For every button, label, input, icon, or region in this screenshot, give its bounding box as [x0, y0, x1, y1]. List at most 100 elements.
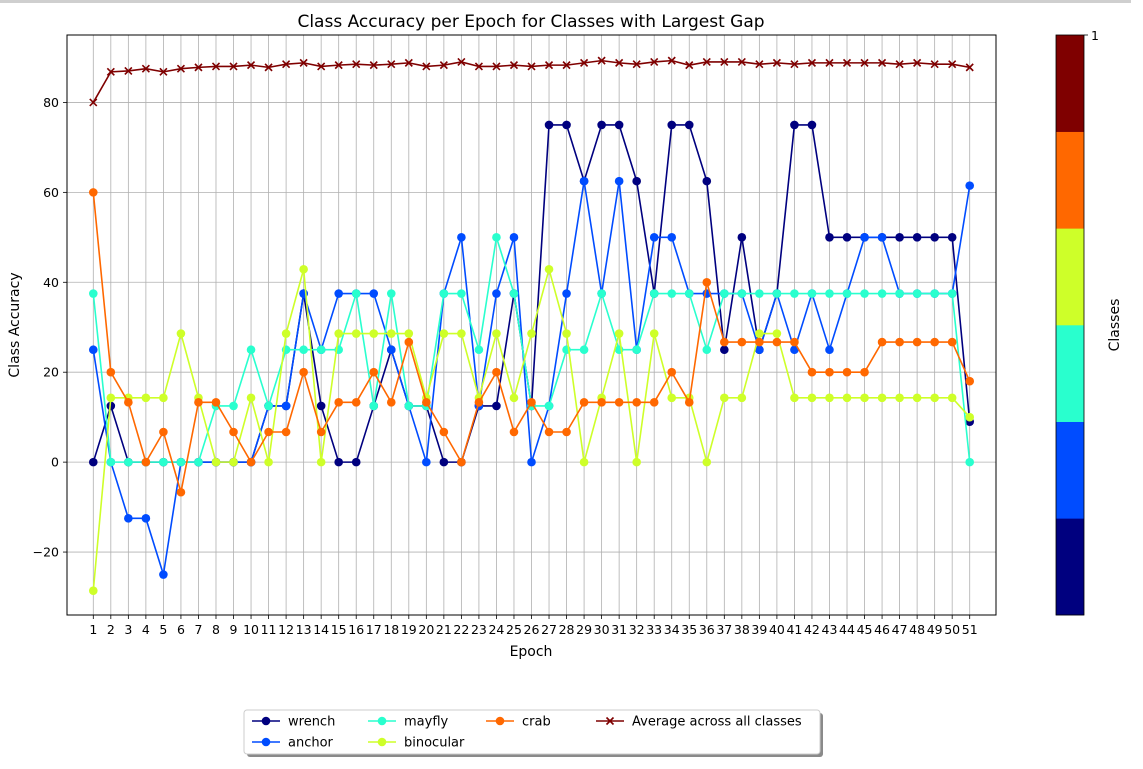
data-point: [807, 58, 817, 67]
data-point: [544, 61, 554, 70]
x-tick-label: 32: [629, 622, 645, 637]
data-point: [544, 401, 554, 411]
data-point: [615, 58, 624, 67]
data-point: [141, 514, 151, 523]
data-point: [386, 345, 396, 355]
data-point: [684, 398, 694, 407]
data-point: [807, 367, 817, 377]
colorbar-border: [1055, 34, 1085, 616]
data-point: [369, 367, 379, 377]
data-point: [947, 289, 957, 298]
data-point: [492, 233, 501, 242]
data-point: [439, 457, 449, 467]
x-tick-label: 9: [230, 622, 238, 637]
data-point: [544, 264, 554, 274]
x-tick-label: 34: [664, 622, 680, 637]
data-point: [246, 345, 256, 355]
colorbar-segment: [1056, 518, 1084, 616]
y-tick-label: 80: [43, 95, 59, 110]
grid-lines: [67, 35, 996, 615]
data-point: [404, 401, 414, 411]
data-point: [912, 337, 922, 347]
data-point: [684, 289, 694, 298]
data-point: [89, 98, 98, 107]
x-tick-label: 40: [769, 622, 785, 637]
x-tick-label: 30: [594, 622, 610, 637]
data-point: [439, 329, 449, 338]
data-point: [597, 398, 606, 407]
data-point: [825, 345, 834, 355]
x-tick-label: 43: [822, 622, 838, 637]
colorbar-segment: [1056, 228, 1084, 326]
x-tick-label: 10: [243, 622, 259, 637]
series-layer: [88, 56, 975, 596]
x-tick-label: 28: [559, 622, 575, 637]
legend-item: binocular: [368, 736, 465, 751]
data-point: [457, 57, 466, 67]
data-point: [422, 457, 431, 467]
data-point: [176, 487, 186, 497]
data-point: [614, 329, 624, 338]
data-point: [737, 289, 747, 298]
legend-item: crab: [486, 715, 551, 730]
legend-marker: [377, 737, 387, 747]
legend-item: wrench: [252, 715, 335, 730]
data-point: [106, 457, 116, 467]
data-point: [737, 393, 747, 403]
data-point: [246, 457, 256, 467]
data-point: [597, 289, 606, 298]
data-point: [895, 233, 904, 242]
data-point: [124, 66, 133, 76]
data-point: [299, 345, 308, 355]
data-point: [264, 401, 273, 411]
data-point: [948, 60, 957, 69]
data-point: [246, 393, 256, 403]
data-point: [614, 176, 624, 186]
data-point: [299, 264, 308, 274]
data-point: [842, 289, 852, 298]
y-axis-label: Class Accuracy: [7, 272, 23, 377]
data-point: [667, 233, 677, 242]
colorbar-segment: [1056, 325, 1084, 422]
data-point: [877, 337, 887, 347]
data-point: [351, 329, 361, 338]
data-point: [509, 427, 519, 437]
x-tick-label: 14: [313, 622, 329, 637]
data-point: [667, 393, 677, 403]
x-tick-label: 6: [177, 622, 185, 637]
x-tick-label: 11: [261, 622, 277, 637]
data-point: [965, 63, 974, 72]
data-point: [439, 289, 449, 298]
data-point: [755, 329, 764, 338]
data-point: [895, 393, 904, 403]
data-point: [772, 329, 782, 338]
data-point: [930, 337, 939, 347]
data-point: [509, 61, 519, 70]
data-point: [141, 457, 151, 467]
chart-title: Class Accuracy per Epoch for Classes wit…: [297, 12, 764, 32]
data-point: [720, 57, 729, 67]
x-tick-label: 38: [734, 622, 750, 637]
data-point: [404, 329, 414, 338]
x-tick-label: 5: [159, 622, 167, 637]
x-tick-label: 50: [944, 622, 960, 637]
data-point: [194, 457, 203, 467]
data-point: [159, 393, 168, 403]
data-point: [878, 58, 887, 67]
data-point: [369, 289, 379, 298]
data-point: [790, 289, 799, 298]
x-axis-ticks: 1 2 3 4 5 6 7 8 9 10 11 12 13 14 15 16 17 18 19 20 21 22 23 24 2…: [89, 615, 978, 637]
data-point: [667, 56, 676, 65]
data-point: [334, 61, 343, 70]
data-point: [317, 62, 326, 71]
data-point: [877, 393, 887, 403]
data-point: [229, 427, 238, 437]
y-tick-label: 0: [51, 455, 59, 470]
data-point: [106, 67, 115, 76]
data-point: [965, 376, 975, 386]
data-point: [930, 393, 939, 403]
data-point: [579, 345, 589, 355]
data-point: [685, 61, 694, 70]
data-point: [877, 233, 887, 242]
data-point: [895, 289, 904, 298]
